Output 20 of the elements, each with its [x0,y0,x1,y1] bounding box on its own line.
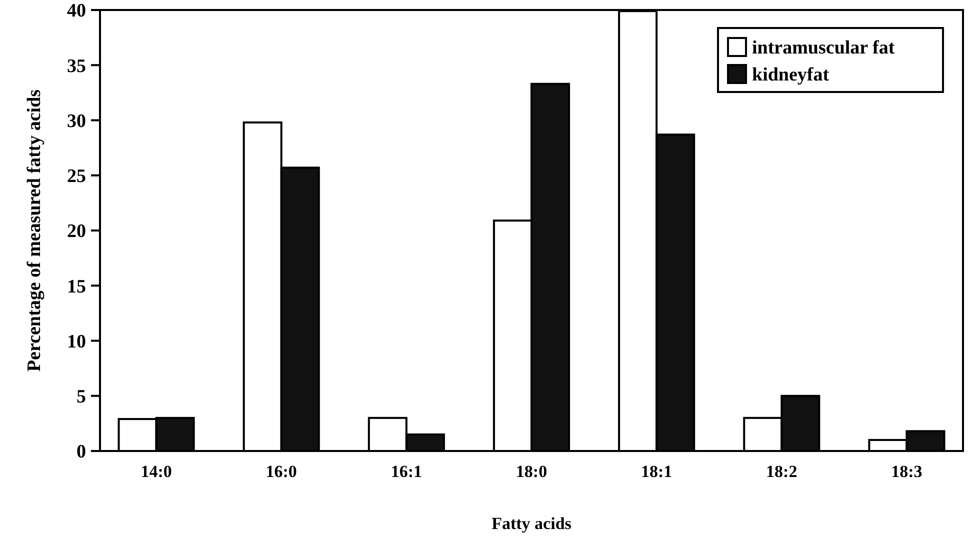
y-tick-label: 10 [67,331,86,352]
y-tick-label: 0 [76,442,86,463]
x-tick-label: 16:0 [266,462,297,481]
x-tick-label: 16:1 [390,462,422,481]
y-tick-label: 30 [67,110,86,132]
y-tick-label: 25 [67,166,86,188]
y-tick-label: 35 [67,56,86,77]
x-tick-label: 18:3 [891,462,922,481]
x-axis-title: Fatty acids [492,514,572,533]
y-tick-label: 15 [67,276,86,298]
x-tick-label: 14:0 [140,462,172,481]
y-tick-label: 5 [76,386,86,408]
y-tick-label: 20 [67,221,86,242]
legend-label: intramuscular fat [752,38,896,59]
x-tick-label: 18:1 [640,462,672,481]
y-axis-title: Percentage of measured fatty acids [24,89,45,372]
y-tick-label: 40 [67,0,86,22]
legend-label: kidneyfat [752,64,830,86]
x-tick-label: 18:2 [766,462,798,481]
x-tick-label: 18:0 [516,462,548,481]
